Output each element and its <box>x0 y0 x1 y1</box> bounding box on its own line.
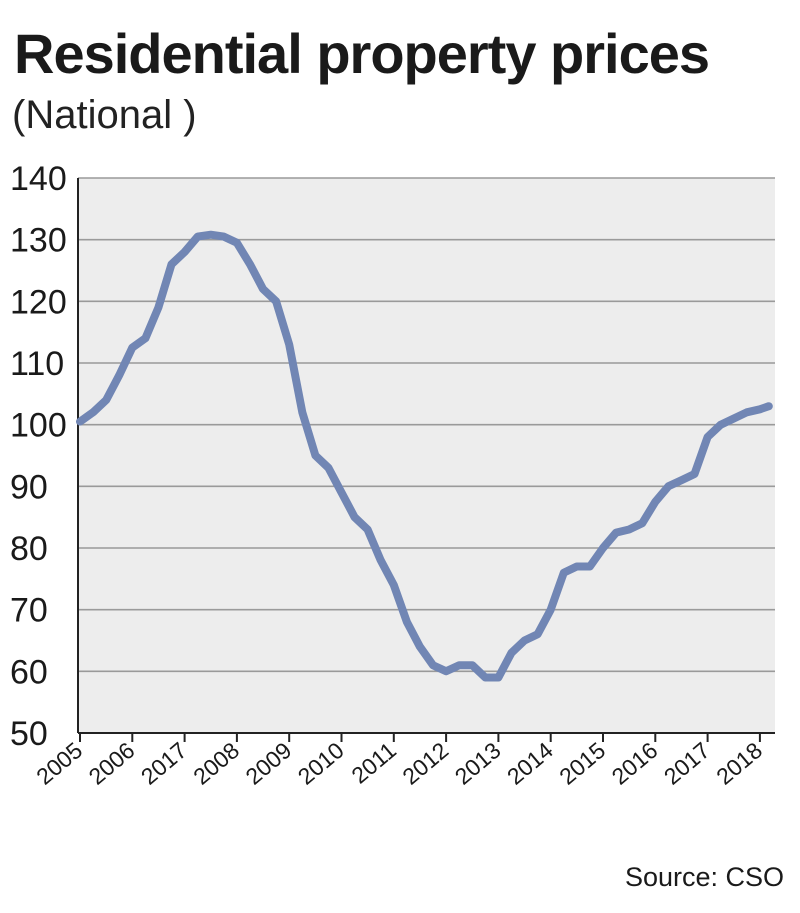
y-tick-label: 50 <box>10 715 48 753</box>
x-tick-label: 2015 <box>554 737 610 790</box>
x-axis-ticks: 2005200620172008200920102011201220132014… <box>31 733 767 790</box>
x-tick-label: 2012 <box>397 737 453 790</box>
x-tick-label: 2006 <box>84 737 140 790</box>
source-note: Source: CSO <box>624 862 784 892</box>
y-tick-label: 70 <box>10 592 48 630</box>
x-tick-label: 2013 <box>450 737 506 790</box>
series-group <box>76 230 773 682</box>
x-tick-label: 2009 <box>241 737 297 790</box>
y-tick-label: 60 <box>10 653 48 691</box>
x-tick-label: 2014 <box>502 737 558 790</box>
y-tick-label: 140 <box>10 160 67 198</box>
y-tick-label: 100 <box>10 407 67 445</box>
x-tick-label: 2008 <box>188 737 244 790</box>
y-tick-label: 80 <box>10 530 48 568</box>
plot-area <box>78 178 775 733</box>
y-tick-label: 130 <box>10 222 67 260</box>
x-tick-label: 2018 <box>711 737 767 790</box>
y-axis-ticks: 140 130 120 110 100 90 80 70 60 50 <box>10 160 67 753</box>
x-tick-label: 2011 <box>346 737 401 789</box>
chart-subtitle: (National ) <box>12 93 197 137</box>
y-tick-label: 90 <box>10 468 48 506</box>
chart-title: Residential property prices <box>14 22 710 85</box>
x-tick-label: 2017 <box>659 737 715 790</box>
y-tick-label: 110 <box>10 345 64 383</box>
y-tick-label: 120 <box>10 283 67 321</box>
series-line <box>76 230 773 682</box>
x-tick-label: 2017 <box>136 737 192 790</box>
x-tick-label: 2010 <box>293 737 349 790</box>
x-tick-label: 2016 <box>607 737 663 790</box>
